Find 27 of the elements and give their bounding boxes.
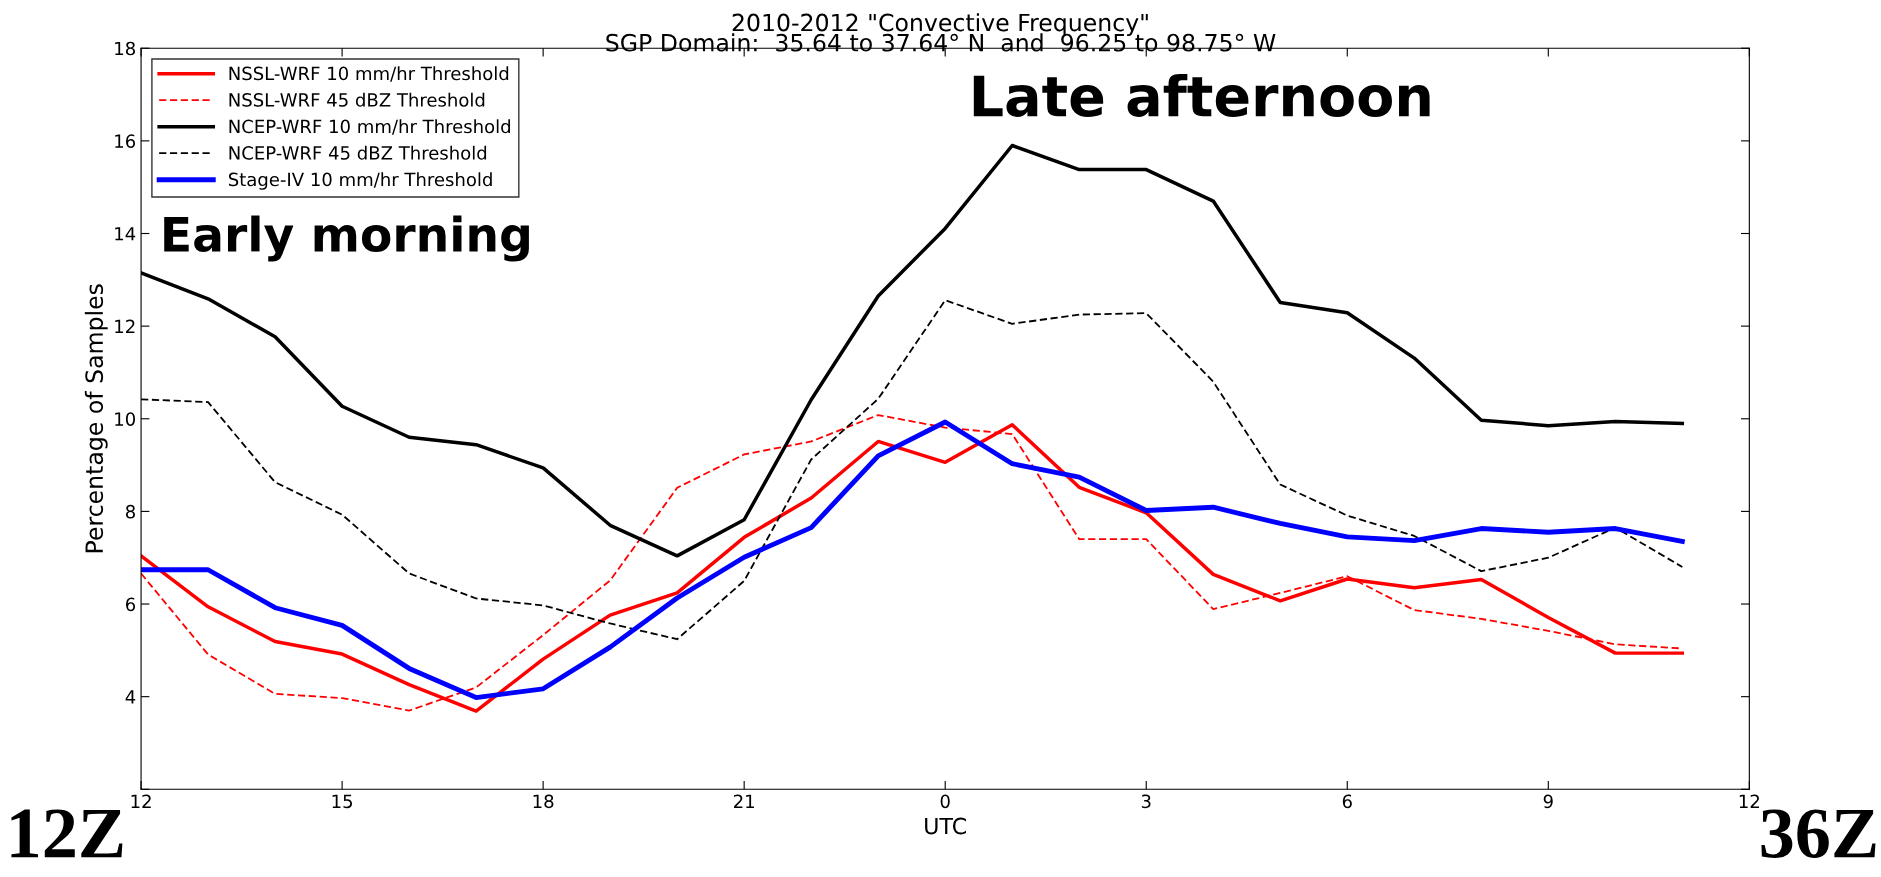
- legend-label: NSSL-WRF 10 mm/hr Threshold: [229, 66, 509, 82]
- x-tick-label: 9: [1543, 794, 1553, 809]
- x-tick-label: 6: [1342, 794, 1352, 809]
- legend-label: NCEP-WRF 10 mm/hr Threshold: [229, 119, 510, 135]
- annotation: Early morning: [164, 215, 529, 262]
- y-tick-label: 6: [125, 597, 136, 612]
- text: 36Z: [1761, 809, 1876, 858]
- y-tick-label: 16: [115, 134, 136, 148]
- x-axis-title: UTC: [925, 817, 967, 835]
- y-tick-label: 8: [125, 504, 135, 519]
- legend-label: Stage-IV 10 mm/hr Threshold: [228, 172, 492, 190]
- y-tick-label: 12: [115, 319, 135, 333]
- x-tick-label: 12: [1739, 794, 1760, 808]
- x-tick-label: 15: [332, 794, 353, 809]
- y-tick-label: 14: [115, 227, 136, 241]
- y-tick-label: 4: [125, 690, 136, 704]
- legend-label: NCEP-WRF 45 dBZ Threshold: [229, 145, 487, 160]
- x-tick-label: 3: [1141, 794, 1151, 809]
- x-tick-label: 21: [734, 794, 754, 808]
- y-axis-title: Percentage of Samples: [84, 284, 108, 553]
- text: 12Z: [11, 809, 123, 858]
- y-tick-label: 18: [115, 41, 135, 56]
- annotation: Late afternoon: [973, 73, 1430, 117]
- x-tick-label: 0: [940, 794, 950, 809]
- y-tick-label: 10: [115, 412, 136, 426]
- x-tick-label: 18: [533, 794, 554, 809]
- legend-label: NSSL-WRF 45 dBZ Threshold: [229, 92, 485, 107]
